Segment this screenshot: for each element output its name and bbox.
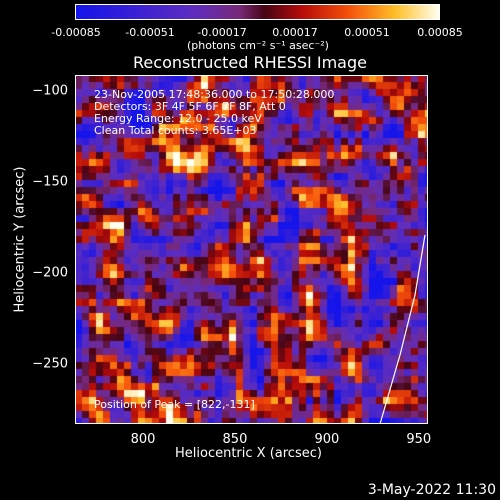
colorbar (75, 4, 440, 20)
colorbar-tick: -0.00085 (51, 26, 100, 39)
footer-timestamp: 3-May-2022 11:30 (368, 482, 496, 498)
x-tick-label: 850 (223, 432, 248, 447)
colorbar-tick: 0.00085 (417, 26, 463, 39)
annotation-peak: Position of Peak = [822,-131] (94, 398, 255, 411)
x-tick-label: 950 (406, 432, 431, 447)
chart-title: Reconstructed RHESSI Image (0, 53, 500, 72)
y-axis-label: Heliocentric Y (arcsec) (13, 193, 28, 313)
y-tick-label: −250 (32, 357, 68, 372)
x-tick-label: 800 (131, 432, 156, 447)
x-tick-label: 900 (314, 432, 339, 447)
x-axis-label: Heliocentric X (arcsec) (175, 446, 322, 461)
colorbar-tick: -0.00051 (125, 26, 174, 39)
annotation-counts: Clean Total counts: 3.65E+03 (94, 124, 257, 137)
colorbar-tick: 0.00017 (272, 26, 318, 39)
y-tick-label: −150 (32, 175, 68, 190)
colorbar-tick: -0.00017 (197, 26, 246, 39)
y-tick-label: −100 (32, 84, 68, 99)
colorbar-tick: 0.00051 (344, 26, 390, 39)
y-tick-label: −200 (32, 266, 68, 281)
colorbar-unit: (photons cm⁻² s⁻¹ asec⁻²) (187, 39, 329, 52)
